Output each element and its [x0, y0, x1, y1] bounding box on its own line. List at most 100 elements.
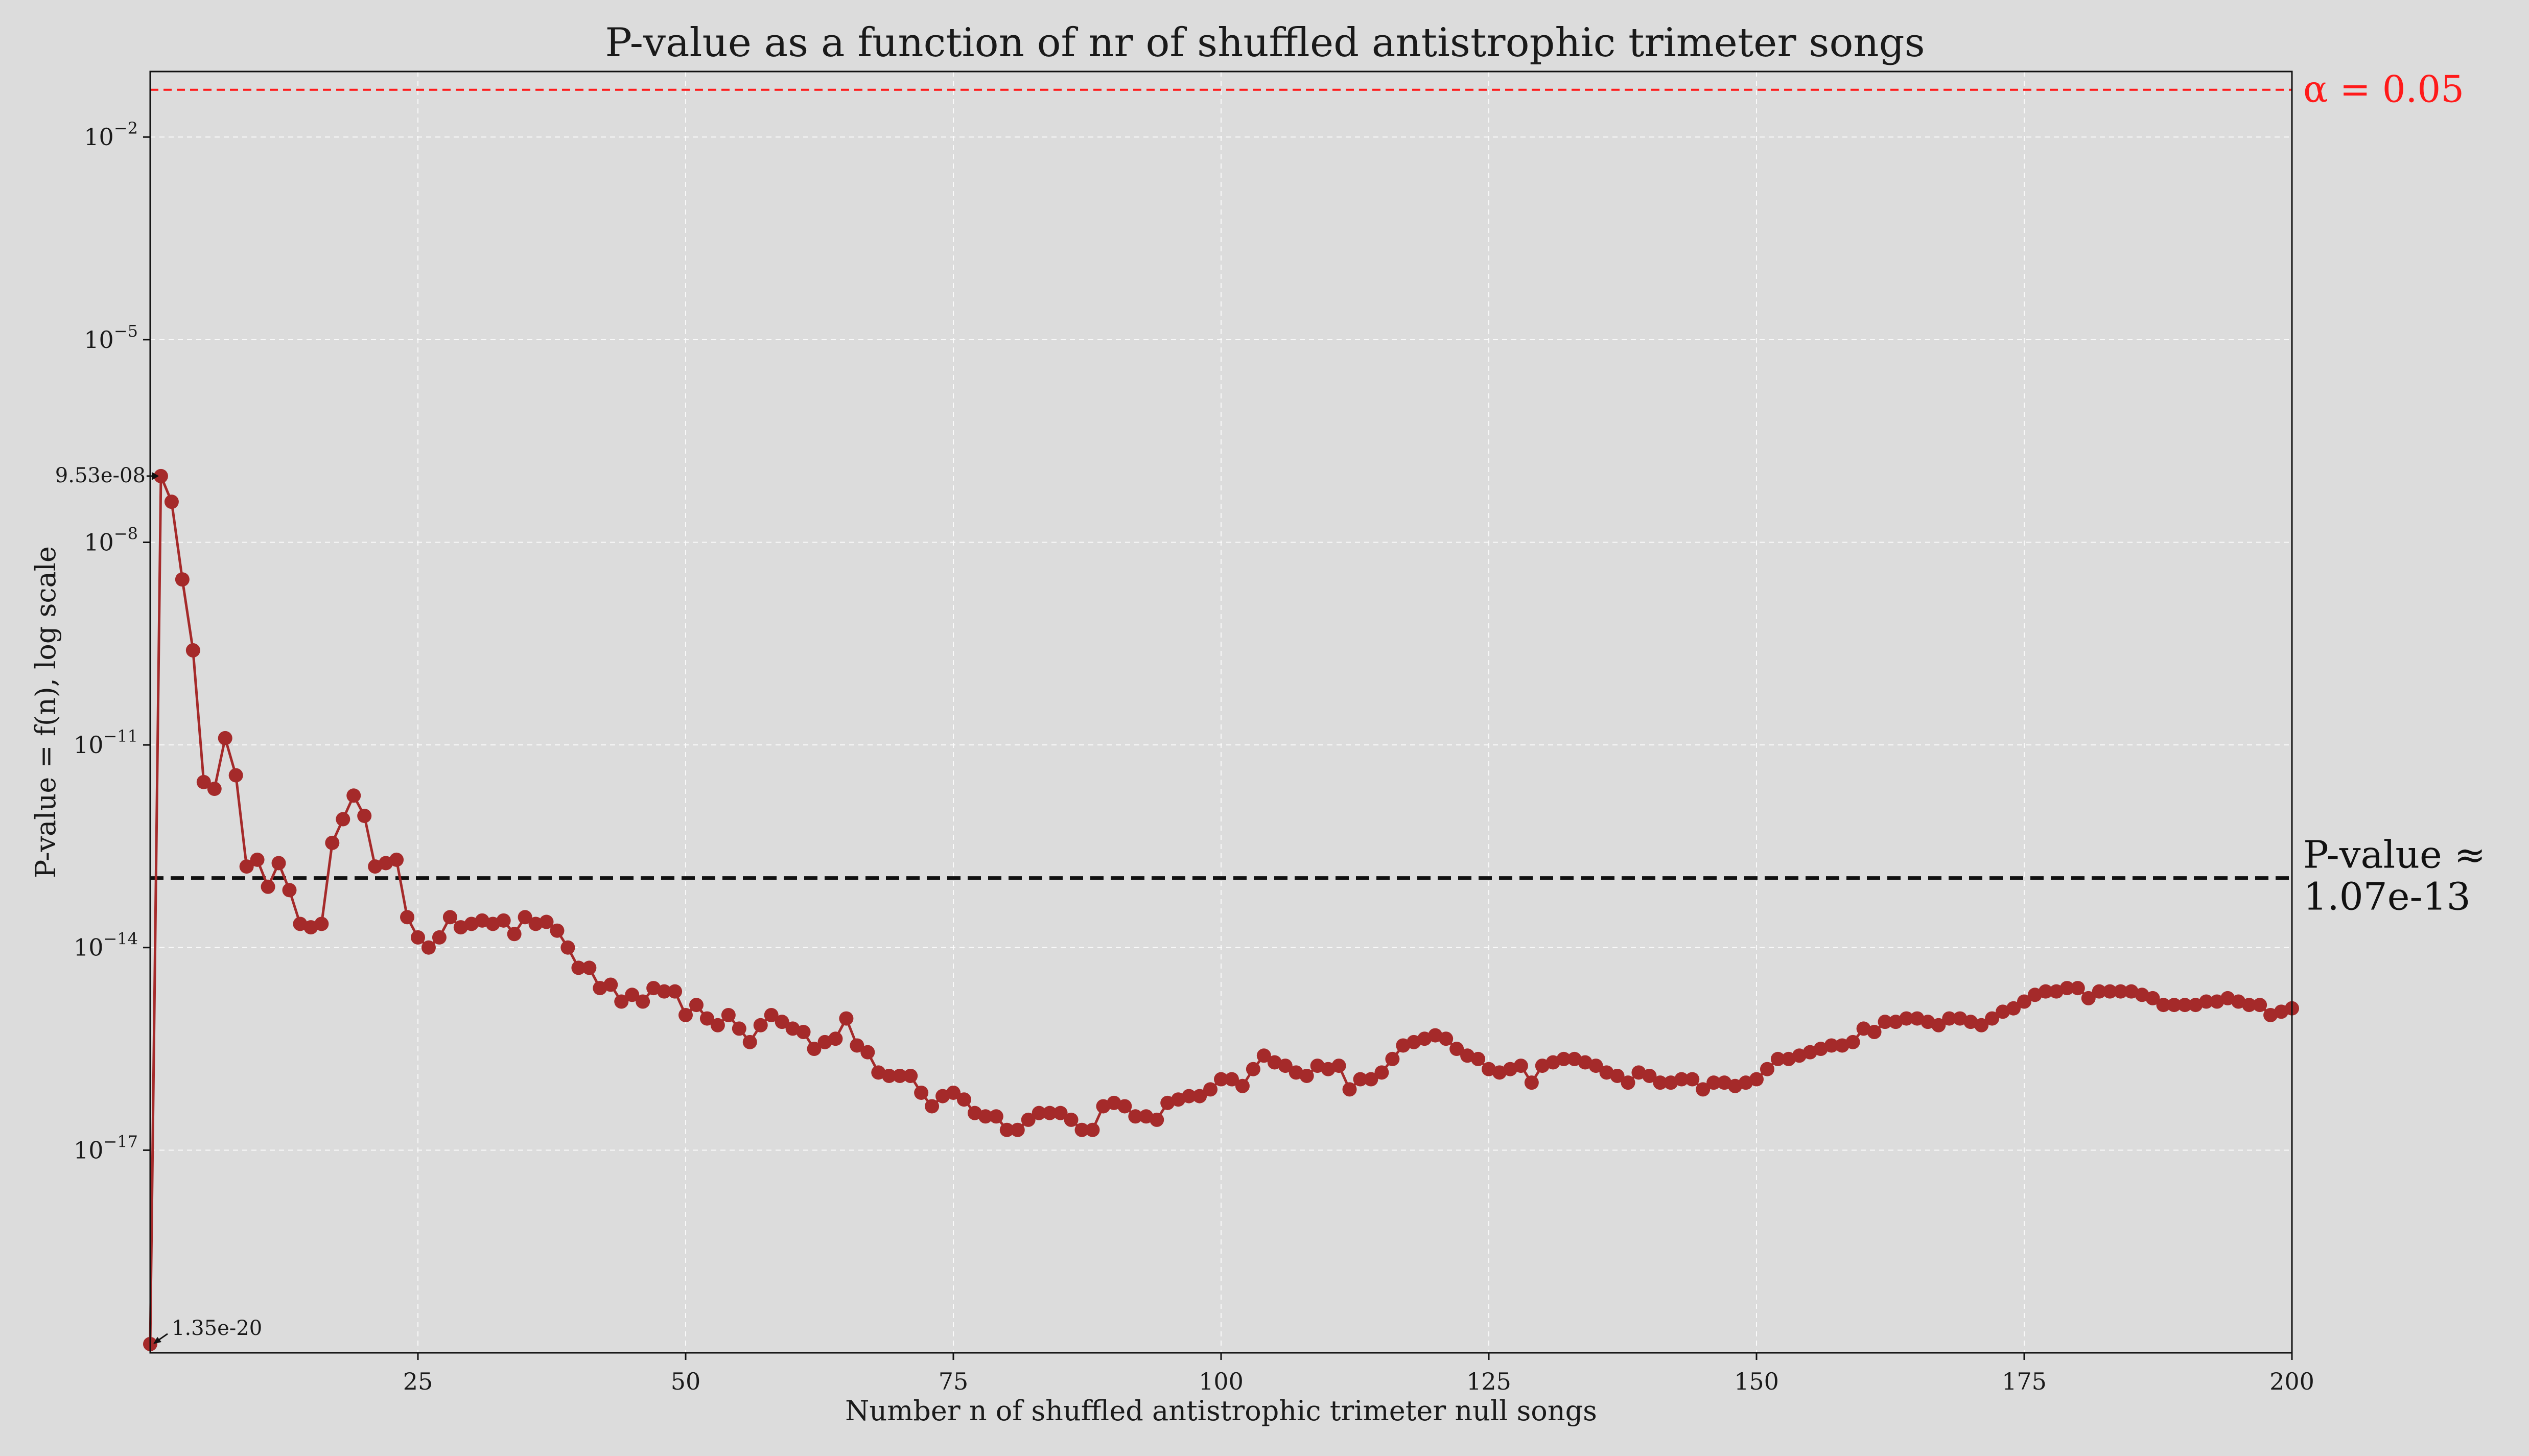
data-point — [1256, 1048, 1271, 1063]
x-tick-label: 100 — [1199, 1368, 1244, 1395]
data-point — [1513, 1059, 1528, 1073]
data-point — [2070, 981, 2085, 996]
pvalue-label-line2: 1.07e-13 — [2303, 875, 2471, 919]
data-point — [2253, 998, 2267, 1013]
data-point — [1278, 1059, 1293, 1073]
data-point — [2177, 998, 2192, 1013]
data-point — [528, 917, 543, 931]
data-point — [507, 927, 522, 942]
data-point — [678, 1007, 693, 1022]
data-point — [282, 883, 297, 898]
data-point — [1439, 1031, 1454, 1046]
data-point — [978, 1109, 993, 1124]
data-point — [389, 852, 404, 867]
data-point — [518, 910, 532, 925]
data-point — [2167, 998, 2182, 1013]
data-point — [196, 774, 211, 789]
data-point — [1524, 1075, 1539, 1090]
data-point — [153, 468, 168, 483]
data-point — [1085, 1122, 1100, 1137]
data-point — [657, 984, 672, 999]
annotations: 9.53e-08 1.35e-20 — [55, 464, 262, 1344]
min-annotation: 1.35e-20 — [172, 1317, 262, 1340]
data-point — [2059, 981, 2074, 996]
data-point — [668, 984, 683, 999]
data-point — [218, 731, 232, 745]
data-point — [946, 1085, 961, 1100]
data-point — [1974, 1018, 1989, 1032]
x-axis-label: Number n of shuffled antistrophic trimet… — [845, 1395, 1597, 1427]
data-point — [1642, 1068, 1657, 1083]
data-point — [1588, 1059, 1603, 1073]
data-point — [860, 1045, 875, 1060]
data-point — [207, 782, 222, 796]
data-point — [893, 1068, 907, 1083]
data-point — [1042, 1106, 1057, 1120]
data-point — [1706, 1075, 1721, 1090]
data-point — [699, 1011, 714, 1026]
data-point — [1685, 1072, 1700, 1087]
data-point — [614, 994, 629, 1009]
data-series — [143, 468, 2299, 1351]
data-point — [828, 1031, 843, 1046]
data-point — [1053, 1106, 1068, 1120]
data-point — [185, 643, 200, 658]
max-annotation: 9.53e-08 — [55, 464, 146, 487]
data-point — [1653, 1075, 1668, 1090]
data-point — [1117, 1099, 1132, 1114]
x-tick-label: 50 — [671, 1368, 701, 1395]
data-point — [1899, 1011, 1914, 1026]
data-point — [1449, 1042, 1464, 1056]
data-point — [1749, 1072, 1764, 1087]
data-point — [989, 1109, 1003, 1124]
data-point — [400, 910, 415, 925]
reference-lines: α = 0.05 P-value ≈1.07e-13 — [150, 68, 2486, 919]
x-tick-label: 175 — [2002, 1368, 2047, 1395]
data-point — [1128, 1109, 1143, 1124]
data-point — [239, 859, 254, 874]
data-point — [1985, 1011, 2000, 1026]
data-point — [1214, 1072, 1228, 1087]
data-point — [764, 1007, 779, 1022]
data-point — [2242, 998, 2257, 1013]
data-point — [496, 913, 511, 928]
data-point — [164, 495, 179, 509]
data-point — [839, 1011, 854, 1026]
data-point — [228, 768, 243, 783]
data-point — [1824, 1038, 1839, 1053]
data-point — [314, 917, 329, 931]
data-point — [2038, 984, 2053, 999]
data-point — [2156, 998, 2171, 1013]
data-point — [710, 1018, 725, 1032]
data-point — [1182, 1089, 1197, 1103]
data-point — [1235, 1078, 1250, 1093]
y-tick-label: 10−2 — [84, 119, 138, 151]
x-axis-ticks: 25 50 75 100 125 150 175 200 — [403, 1353, 2314, 1395]
data-point — [775, 1015, 789, 1029]
max-annotation-arrowhead — [151, 472, 159, 480]
data-point — [1770, 1051, 1785, 1066]
data-point — [2092, 984, 2106, 999]
data-point — [1342, 1082, 1357, 1097]
data-point — [796, 1025, 811, 1040]
data-point — [550, 923, 565, 938]
min-annotation-arrowhead — [153, 1336, 161, 1344]
data-point — [1931, 1018, 1946, 1032]
data-point — [1942, 1011, 1957, 1026]
data-point — [1074, 1122, 1089, 1137]
data-point — [1845, 1035, 1860, 1049]
data-point — [1192, 1089, 1207, 1103]
data-point — [732, 1021, 746, 1036]
data-point — [271, 856, 286, 871]
data-point — [325, 835, 340, 850]
data-point — [1674, 1072, 1689, 1087]
data-point — [2102, 984, 2117, 999]
data-point — [175, 572, 190, 587]
data-point — [1010, 1122, 1025, 1137]
data-point — [411, 930, 425, 945]
data-point — [2145, 991, 2160, 1005]
data-point — [1246, 1062, 1260, 1076]
data-point — [261, 879, 275, 894]
